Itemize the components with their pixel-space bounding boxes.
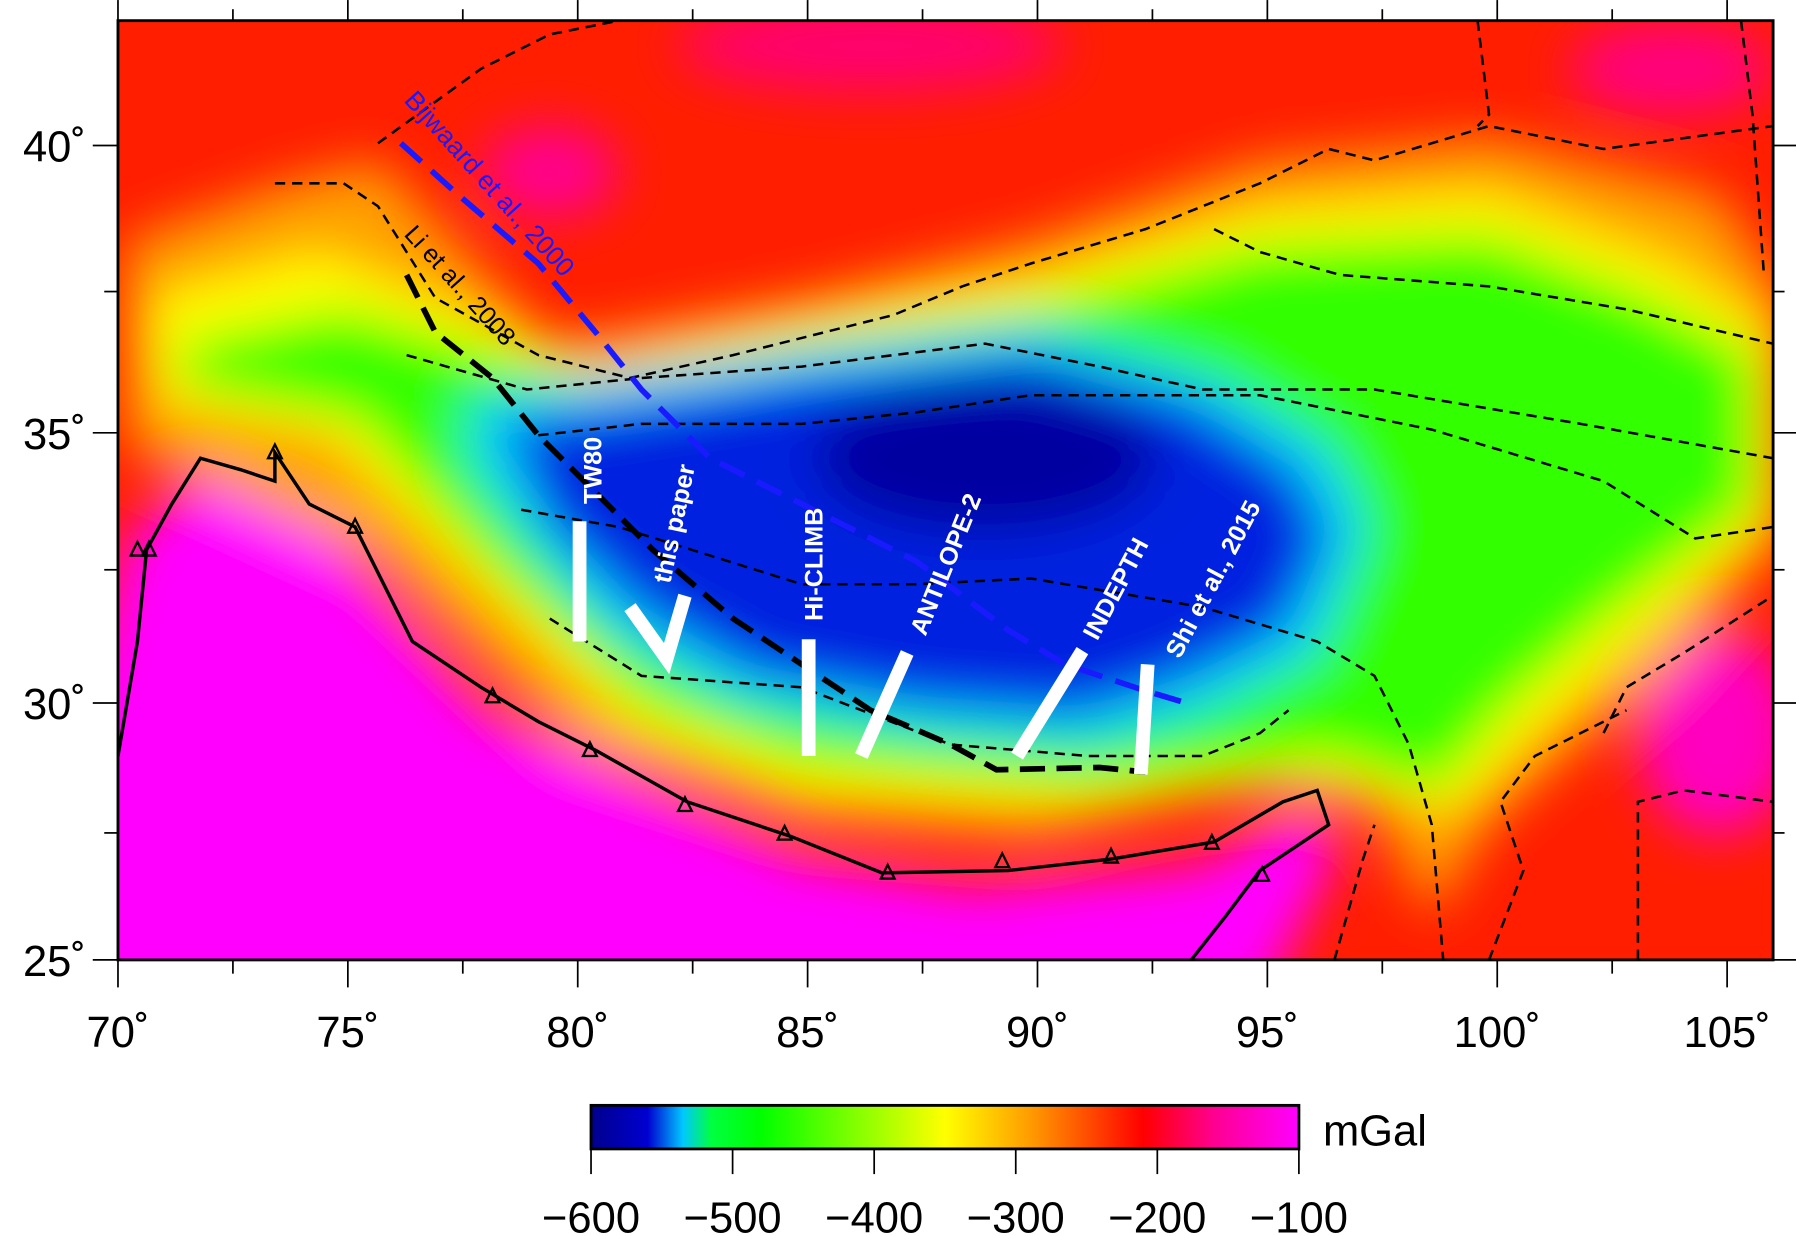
colorbar-tick-label: −500 bbox=[684, 1195, 782, 1236]
colorbar-tick-label: −200 bbox=[1108, 1195, 1206, 1236]
field-magenta-tarim bbox=[481, 126, 619, 218]
lon-tick-label: 95˚ bbox=[1236, 1009, 1299, 1057]
colorbar-tick-label: −300 bbox=[967, 1195, 1065, 1236]
fault-lines bbox=[274, 20, 1774, 960]
fault-line bbox=[1333, 824, 1376, 960]
thrust-triangle-marker bbox=[1253, 864, 1271, 883]
colorbar-unit: mGal bbox=[1323, 1107, 1427, 1155]
field-magenta-india bbox=[117, 469, 1341, 960]
field-deep-blue bbox=[813, 383, 1157, 533]
fault-line bbox=[538, 393, 1774, 540]
lon-tick-label: 90˚ bbox=[1006, 1009, 1069, 1057]
thrust-triangle-marker bbox=[346, 516, 364, 534]
thrust-triangle-marker bbox=[1102, 846, 1120, 864]
map-frame bbox=[116, 19, 1775, 962]
field-magenta-east bbox=[1637, 630, 1774, 837]
fault-line bbox=[406, 342, 1774, 460]
lon-tick-label: 100˚ bbox=[1454, 1009, 1541, 1057]
thrust-triangle-marker bbox=[266, 441, 284, 460]
lon-tick-label: 70˚ bbox=[87, 1009, 150, 1057]
colorbar-ramp bbox=[589, 1103, 1301, 1151]
fault-line bbox=[1739, 20, 1766, 276]
thrust-triangle-marker bbox=[676, 794, 694, 813]
lat-tick-label: 25˚ bbox=[23, 938, 86, 986]
fault-line bbox=[520, 508, 1445, 960]
thrust-triangle-marker bbox=[581, 739, 599, 758]
thrust-triangle-marker bbox=[483, 685, 502, 704]
gravity-field: TW80 this paper Hi-CLIMB ANTILOPE-2 INDE… bbox=[117, 20, 1774, 960]
thrust-triangle-marker bbox=[878, 862, 897, 880]
lat-tick-label: 40˚ bbox=[23, 124, 86, 172]
lat-tick-label: 30˚ bbox=[23, 681, 86, 729]
profile-label-tw80: TW80 bbox=[579, 437, 607, 504]
lon-tick-label: 85˚ bbox=[776, 1009, 839, 1057]
fault-line bbox=[1476, 20, 1491, 127]
colorbar-tick-label: −100 bbox=[1250, 1195, 1348, 1236]
colorbar-tick-label: −400 bbox=[825, 1195, 923, 1236]
fault-line bbox=[1213, 228, 1774, 345]
thrust-triangle-marker bbox=[128, 539, 147, 557]
lon-tick-label: 105˚ bbox=[1684, 1009, 1771, 1057]
colorbar-tick-label: −600 bbox=[542, 1195, 640, 1236]
lat-tick-label: 35˚ bbox=[23, 411, 86, 459]
profile-this-paper bbox=[624, 593, 692, 675]
thrust-triangle-marker bbox=[993, 850, 1011, 869]
thrust-triangle-marker bbox=[140, 539, 158, 557]
thrust-front bbox=[117, 441, 1331, 960]
li-2008-line bbox=[404, 273, 1146, 775]
profile-label-hi-climb: Hi-CLIMB bbox=[800, 508, 828, 621]
profile-indepth bbox=[1011, 647, 1089, 760]
field-magenta-north bbox=[675, 20, 1066, 92]
map-axes: 70˚ 75˚ 80˚ 85˚ 90˚ 95˚ 100˚ 105˚ 25˚ 30˚ 35˚ 40˚ bbox=[23, 0, 1796, 1057]
fault-line bbox=[1636, 789, 1774, 960]
thrust-triangle-marker bbox=[775, 823, 794, 841]
lon-tick-label: 80˚ bbox=[546, 1009, 609, 1057]
thrust-triangle-marker bbox=[1203, 832, 1221, 850]
fault-line bbox=[1602, 594, 1774, 734]
fault-line bbox=[1487, 709, 1628, 960]
profile-antilope-2 bbox=[855, 650, 914, 759]
field-magenta-ne bbox=[1569, 22, 1774, 115]
colorbar: mGal −600 −500 −400 −300 −200 −100 bbox=[542, 1103, 1427, 1236]
lon-tick-label: 75˚ bbox=[316, 1009, 379, 1057]
profile-shi-2015 bbox=[1133, 663, 1155, 775]
profiles bbox=[572, 521, 1155, 775]
